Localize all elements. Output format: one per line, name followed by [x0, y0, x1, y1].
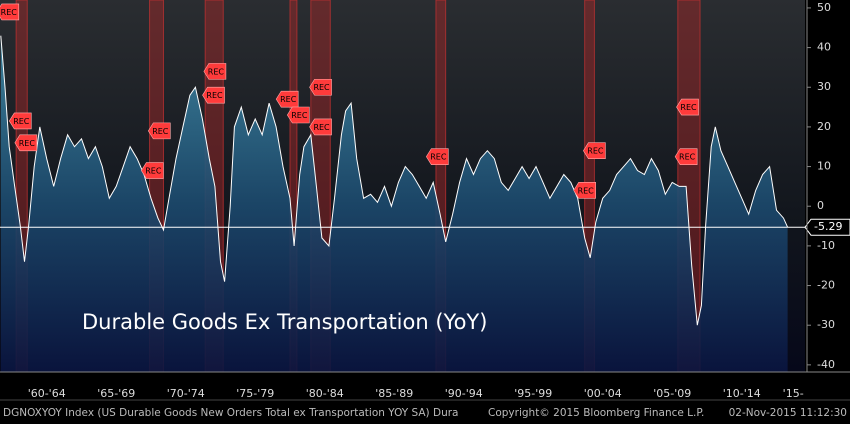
recession-flag-label: REC	[587, 147, 604, 156]
recession-flag	[14, 134, 38, 152]
recession-flag	[202, 86, 225, 104]
recession-flag-label: REC	[313, 123, 330, 132]
footer-right: 02-Nov-2015 11:12:30	[729, 407, 847, 419]
recession-flag-label: REC	[13, 117, 30, 126]
recession-flag	[203, 63, 227, 80]
x-tick-label: '65-'69	[97, 387, 135, 400]
x-tick-label: '70-'74	[167, 387, 205, 400]
y-tick-label: 40	[817, 41, 831, 54]
x-tick-label: '90-'94	[445, 387, 483, 400]
recession-flag-label: REC	[208, 67, 225, 76]
recession-flag	[309, 78, 332, 96]
recession-flag-label: REC	[578, 186, 595, 195]
y-tick-label: 10	[817, 160, 831, 173]
recession-flag-label: REC	[291, 111, 308, 120]
footer-center: Copyright© 2015 Bloomberg Finance L.P.	[488, 407, 704, 419]
recession-flag-label: REC	[145, 167, 162, 176]
y-tick-label: 30	[817, 80, 831, 93]
recession-flag-label: REC	[206, 91, 223, 100]
x-tick-label: '80-'84	[306, 387, 344, 400]
recession-flag-label: REC	[430, 153, 447, 162]
recession-flag	[147, 122, 171, 140]
y-tick-label: 0	[817, 199, 824, 212]
recession-flag	[8, 112, 32, 130]
x-tick-label: '10-'14	[723, 387, 761, 400]
area	[0, 35, 788, 372]
last-value-label: -5.29	[814, 220, 842, 233]
recession-flag	[0, 3, 20, 21]
recession-flag	[286, 106, 310, 124]
recession-flag-label: REC	[680, 103, 697, 112]
y-tick-label: -10	[817, 239, 835, 252]
x-tick-label: '85-'89	[375, 387, 413, 400]
x-tick-label: '75-'79	[236, 387, 274, 400]
recession-flag	[425, 148, 449, 165]
x-tick-label: '00-'04	[584, 387, 622, 400]
x-tick-label: '15-	[783, 387, 804, 400]
y-tick-label: -20	[817, 279, 835, 292]
recession-flag-label: REC	[19, 139, 36, 148]
footer-left: DGNOXYOY Index (US Durable Goods New Ord…	[3, 407, 458, 419]
last-value-box	[804, 218, 850, 236]
y-tick-label: -40	[817, 358, 835, 371]
recession-flag-label: REC	[280, 95, 297, 104]
x-tick-label: '05-'09	[653, 387, 691, 400]
recession-flag	[583, 142, 606, 160]
y-tick-label: -30	[817, 318, 835, 331]
recession-flag	[309, 118, 332, 136]
y-tick-label: 50	[817, 1, 831, 14]
recession-flag-label: REC	[313, 83, 330, 92]
recession-flag-label: REC	[152, 127, 169, 136]
recession-flag-label: REC	[679, 153, 696, 162]
recession-flag	[573, 182, 596, 199]
chart-annotation: Durable Goods Ex Transportation (YoY)	[82, 310, 487, 334]
x-tick-label: '60-'64	[28, 387, 66, 400]
y-tick-label: 20	[817, 120, 831, 133]
line	[0, 35, 789, 326]
recession-flag	[674, 148, 698, 165]
recession-flag-label: REC	[1, 8, 18, 17]
recession-flag	[275, 90, 299, 108]
x-tick-label: '95-'99	[514, 387, 552, 400]
recession-flag	[676, 98, 699, 116]
recession-flag	[140, 162, 164, 179]
